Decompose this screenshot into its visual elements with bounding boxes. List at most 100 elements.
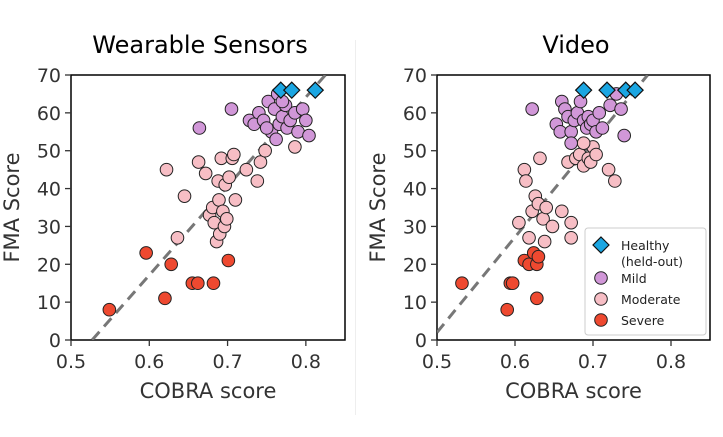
plot-frame bbox=[436, 74, 711, 341]
series-mild bbox=[525, 87, 632, 150]
moderate-point bbox=[576, 136, 591, 150]
severe-point bbox=[505, 276, 520, 291]
severe-point bbox=[206, 276, 221, 291]
legend-marker-healthy bbox=[592, 236, 610, 254]
healthy-point bbox=[598, 81, 616, 99]
moderate-point bbox=[159, 162, 174, 177]
y-tick-label: 10 bbox=[403, 292, 427, 314]
mild-point bbox=[564, 124, 578, 139]
series-mild bbox=[192, 87, 316, 147]
legend-label: Severe bbox=[621, 313, 665, 328]
moderate-point bbox=[227, 147, 241, 162]
mild-point bbox=[299, 113, 313, 128]
moderate-point bbox=[219, 212, 234, 226]
mild-point bbox=[564, 136, 578, 150]
x-axis-label: COBRA score bbox=[505, 379, 642, 403]
x-axis-label: COBRA score bbox=[140, 379, 277, 403]
severe-point bbox=[500, 302, 515, 317]
mild-point bbox=[259, 121, 274, 135]
moderate-point bbox=[519, 174, 533, 188]
severe-point bbox=[102, 302, 117, 317]
moderate-point bbox=[253, 155, 268, 169]
mild-point bbox=[302, 128, 316, 143]
legend-marker-severe bbox=[594, 313, 608, 327]
severe-point bbox=[164, 257, 179, 272]
y-tick-label: 30 bbox=[403, 216, 427, 238]
y-tick-label: 60 bbox=[403, 103, 427, 125]
moderate-point bbox=[177, 189, 192, 203]
severe-point bbox=[139, 246, 153, 260]
healthy-point bbox=[282, 81, 301, 99]
healthy-point bbox=[306, 81, 325, 99]
moderate-point bbox=[564, 230, 578, 245]
moderate-point bbox=[522, 230, 536, 245]
moderate-point bbox=[198, 166, 213, 181]
moderate-point bbox=[589, 147, 603, 162]
moderate-point bbox=[239, 162, 254, 177]
moderate-point bbox=[564, 215, 578, 230]
y-tick-label: 70 bbox=[37, 65, 61, 87]
moderate-point bbox=[555, 204, 569, 219]
x-tick-label: 0.8 bbox=[656, 351, 686, 373]
series-severe bbox=[455, 246, 546, 317]
severe-point bbox=[158, 291, 172, 306]
x-tick-label: 0.6 bbox=[134, 351, 164, 373]
y-tick-label: 10 bbox=[37, 292, 61, 314]
moderate-point bbox=[191, 155, 206, 169]
legend-marker-mild bbox=[594, 271, 608, 285]
moderate-point bbox=[539, 200, 554, 215]
y-axis-label: FMA Score bbox=[366, 152, 390, 262]
x-tick-label: 0.6 bbox=[500, 351, 530, 373]
moderate-point bbox=[288, 140, 302, 154]
moderate-point bbox=[258, 143, 272, 158]
x-tick-label: 0.8 bbox=[291, 351, 321, 373]
legend-label: Moderate bbox=[621, 292, 681, 307]
legend: Healthy(held-out) Mild Moderate Severe bbox=[584, 227, 707, 336]
moderate-point bbox=[170, 230, 185, 245]
x-tick-label: 0.5 bbox=[56, 351, 86, 373]
chart-title: Wearable Sensors bbox=[92, 31, 307, 59]
x-tick-label: 0.7 bbox=[212, 351, 242, 373]
severe-point bbox=[191, 276, 205, 291]
legend-box bbox=[584, 227, 707, 336]
healthy-point bbox=[574, 81, 593, 99]
mild-point bbox=[617, 128, 632, 143]
plot-area bbox=[91, 75, 327, 340]
moderate-point bbox=[517, 162, 532, 177]
moderate-point bbox=[212, 193, 226, 207]
moderate-point bbox=[228, 193, 243, 207]
y-tick-label: 70 bbox=[403, 65, 427, 87]
y-tick-label: 40 bbox=[37, 179, 61, 201]
series-healthy bbox=[271, 81, 325, 99]
mild-point bbox=[595, 121, 610, 135]
panel-divider bbox=[355, 40, 356, 415]
series-healthy bbox=[574, 81, 644, 99]
mild-point bbox=[224, 102, 239, 116]
severe-point bbox=[455, 276, 469, 291]
y-tick-label: 50 bbox=[37, 141, 61, 163]
legend-label: Healthy bbox=[621, 238, 670, 253]
severe-point bbox=[530, 291, 544, 306]
moderate-point bbox=[537, 234, 552, 249]
moderate-point bbox=[222, 170, 236, 185]
mild-point bbox=[269, 132, 283, 147]
mild-point bbox=[614, 102, 628, 116]
mild-point bbox=[295, 102, 310, 116]
y-axis-label: FMA Score bbox=[0, 152, 24, 262]
moderate-point bbox=[545, 219, 560, 234]
plot-area bbox=[437, 75, 649, 334]
chart-panel-1: Wearable Sensors 0 10 20 30 40 50 60 70 0.5 0.6 0.7… bbox=[0, 31, 346, 403]
y-tick-label: 30 bbox=[37, 216, 61, 238]
y-tick-label: 0 bbox=[415, 330, 427, 352]
x-tick-label: 0.5 bbox=[422, 351, 452, 373]
mild-point bbox=[192, 121, 207, 135]
x-tick-label: 0.7 bbox=[578, 351, 608, 373]
y-tick-label: 60 bbox=[37, 103, 61, 125]
series-severe bbox=[102, 246, 236, 317]
y-tick-label: 50 bbox=[403, 141, 427, 163]
chart-panel-2: Video 0 10 20 30 40 50 60 70 0.5 0.6 0.7 0.8 COBRA sc… bbox=[366, 31, 711, 403]
moderate-point bbox=[533, 151, 547, 166]
y-tick-label: 20 bbox=[403, 254, 427, 276]
moderate-point bbox=[250, 174, 265, 188]
legend-label: (held-out) bbox=[621, 254, 683, 269]
